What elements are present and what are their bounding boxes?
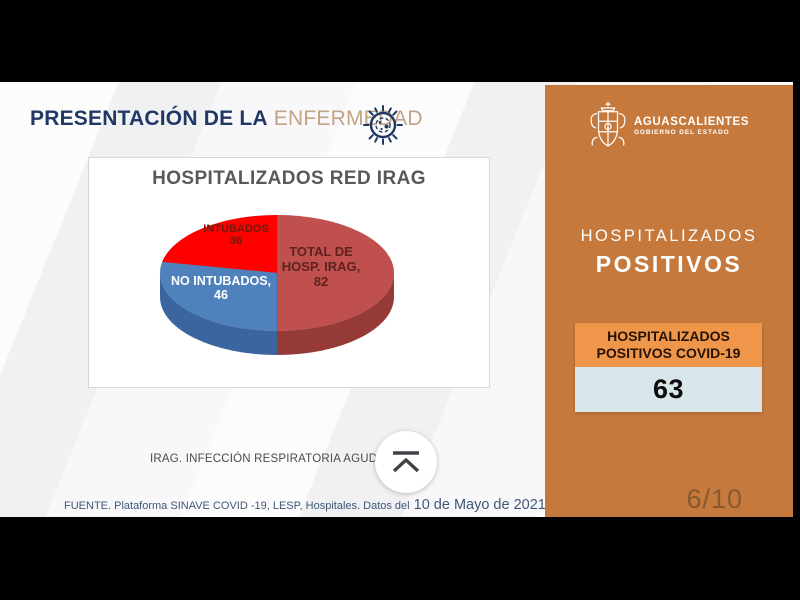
state-seal-icon bbox=[590, 101, 626, 147]
slide-title-primary: PRESENTACIÓN DE LA bbox=[30, 107, 268, 130]
state-logo-subtitle: GOBIERNO DEL ESTADO bbox=[633, 129, 730, 136]
pie-chart-3d bbox=[159, 214, 395, 355]
pie-label-no-intubados-name: NO INTUBADOS, bbox=[171, 274, 271, 288]
pie-label-intubados-name: INTUBADOS bbox=[203, 223, 269, 235]
collapse-up-icon bbox=[392, 451, 420, 473]
virus-icon bbox=[363, 105, 403, 145]
pie-slice-no-intubados bbox=[159, 261, 278, 332]
pie-slice-intubados bbox=[161, 214, 278, 274]
pie-label-total: TOTAL DE HOSP. IRAG, 82 bbox=[275, 244, 367, 289]
pie-label-no-intubados-value: 46 bbox=[214, 287, 228, 302]
stat-box: HOSPITALIZADOS POSITIVOS COVID-19 63 bbox=[575, 323, 762, 412]
stat-box-value: 63 bbox=[575, 367, 762, 412]
state-logo-title: AGUASCALIENTES bbox=[633, 116, 750, 128]
stat-box-label: HOSPITALIZADOS POSITIVOS COVID-19 bbox=[575, 323, 762, 367]
pie-label-total-name: TOTAL DE HOSP. IRAG, bbox=[281, 244, 361, 274]
pie-label-intubados: INTUBADOS 36 bbox=[176, 223, 296, 247]
stat-box-label-line1: HOSPITALIZADOS bbox=[607, 328, 730, 344]
state-logo-text: AGUASCALIENTES GOBIERNO DEL ESTADO bbox=[634, 116, 749, 136]
footnote-irag: IRAG. INFECCIÓN RESPIRATORIA AGUDA GR bbox=[150, 453, 406, 465]
pie-label-intubados-value: 36 bbox=[229, 234, 243, 247]
sidebar-panel: AGUASCALIENTES GOBIERNO DEL ESTADO HOSPI… bbox=[545, 85, 793, 517]
pie-side-no-intubados bbox=[160, 273, 277, 355]
source-date: 10 de Mayo de 2021 bbox=[413, 497, 546, 513]
panel-heading: HOSPITALIZADOS POSITIVOS bbox=[545, 227, 793, 278]
chart-title: HOSPITALIZADOS RED IRAG bbox=[152, 168, 426, 189]
panel-heading-line1: HOSPITALIZADOS bbox=[580, 227, 758, 245]
pie-slice-total bbox=[276, 214, 395, 332]
chart-card: HOSPITALIZADOS RED IRAG INTUBADOS 36 NO … bbox=[88, 157, 490, 388]
pie-side-total bbox=[277, 273, 394, 355]
panel-heading-line2: POSITIVOS bbox=[595, 251, 743, 277]
stat-box-label-line2: POSITIVOS COVID-19 bbox=[596, 345, 741, 361]
pie-label-total-value: 82 bbox=[313, 274, 329, 289]
collapse-button[interactable] bbox=[375, 431, 437, 493]
state-logo: AGUASCALIENTES GOBIERNO DEL ESTADO bbox=[545, 101, 793, 151]
page-indicator: 6/10 bbox=[686, 484, 743, 514]
pie-label-no-intubados: NO INTUBADOS, 46 bbox=[141, 274, 301, 302]
source-line: FUENTE. Plataforma SINAVE COVID -19, LES… bbox=[64, 497, 546, 513]
source-text: FUENTE. Plataforma SINAVE COVID -19, LES… bbox=[64, 500, 410, 512]
slide: PRESENTACIÓN DE LA ENFERMEDAD bbox=[0, 82, 793, 517]
